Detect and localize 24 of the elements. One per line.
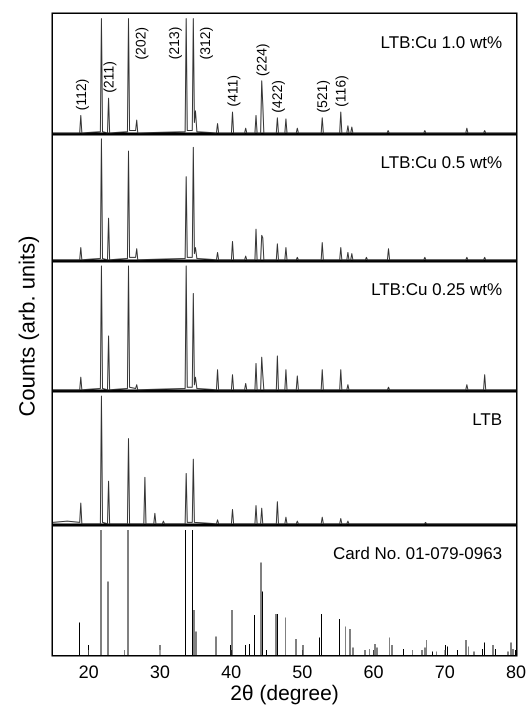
annotation: (116) [332,75,349,107]
text: Card No. 01-079-0963 [332,544,502,563]
annotation: (211) [100,61,116,93]
x-tick-label: 50 [292,662,312,682]
annotation: (224) [253,43,270,76]
annotation: (521) [314,80,330,113]
annotation: (213) [166,26,182,60]
annotation: (422) [269,80,286,113]
x-tick-label: 20 [78,662,99,682]
text: LTB:Cu 0.25 wt% [371,280,502,299]
y-axis-title: Counts (arb. units) [14,236,40,416]
x-tick-label: 30 [150,662,170,682]
annotation: (202) [132,26,148,60]
x-tick-label: 40 [221,662,242,682]
annotation: (112) [73,78,90,110]
annotation: (411) [224,74,240,107]
x-tick-label: 80 [506,662,526,682]
x-tick-label: 60 [364,662,384,682]
x-axis-title: 2θ (degree) [230,682,339,706]
x-tick-label: 70 [434,662,455,682]
text: LTB [472,410,502,429]
text: LTB:Cu 1.0 wt% [380,32,502,52]
text: LTB:Cu 0.5 wt% [380,152,502,172]
annotation: (312) [197,26,214,60]
